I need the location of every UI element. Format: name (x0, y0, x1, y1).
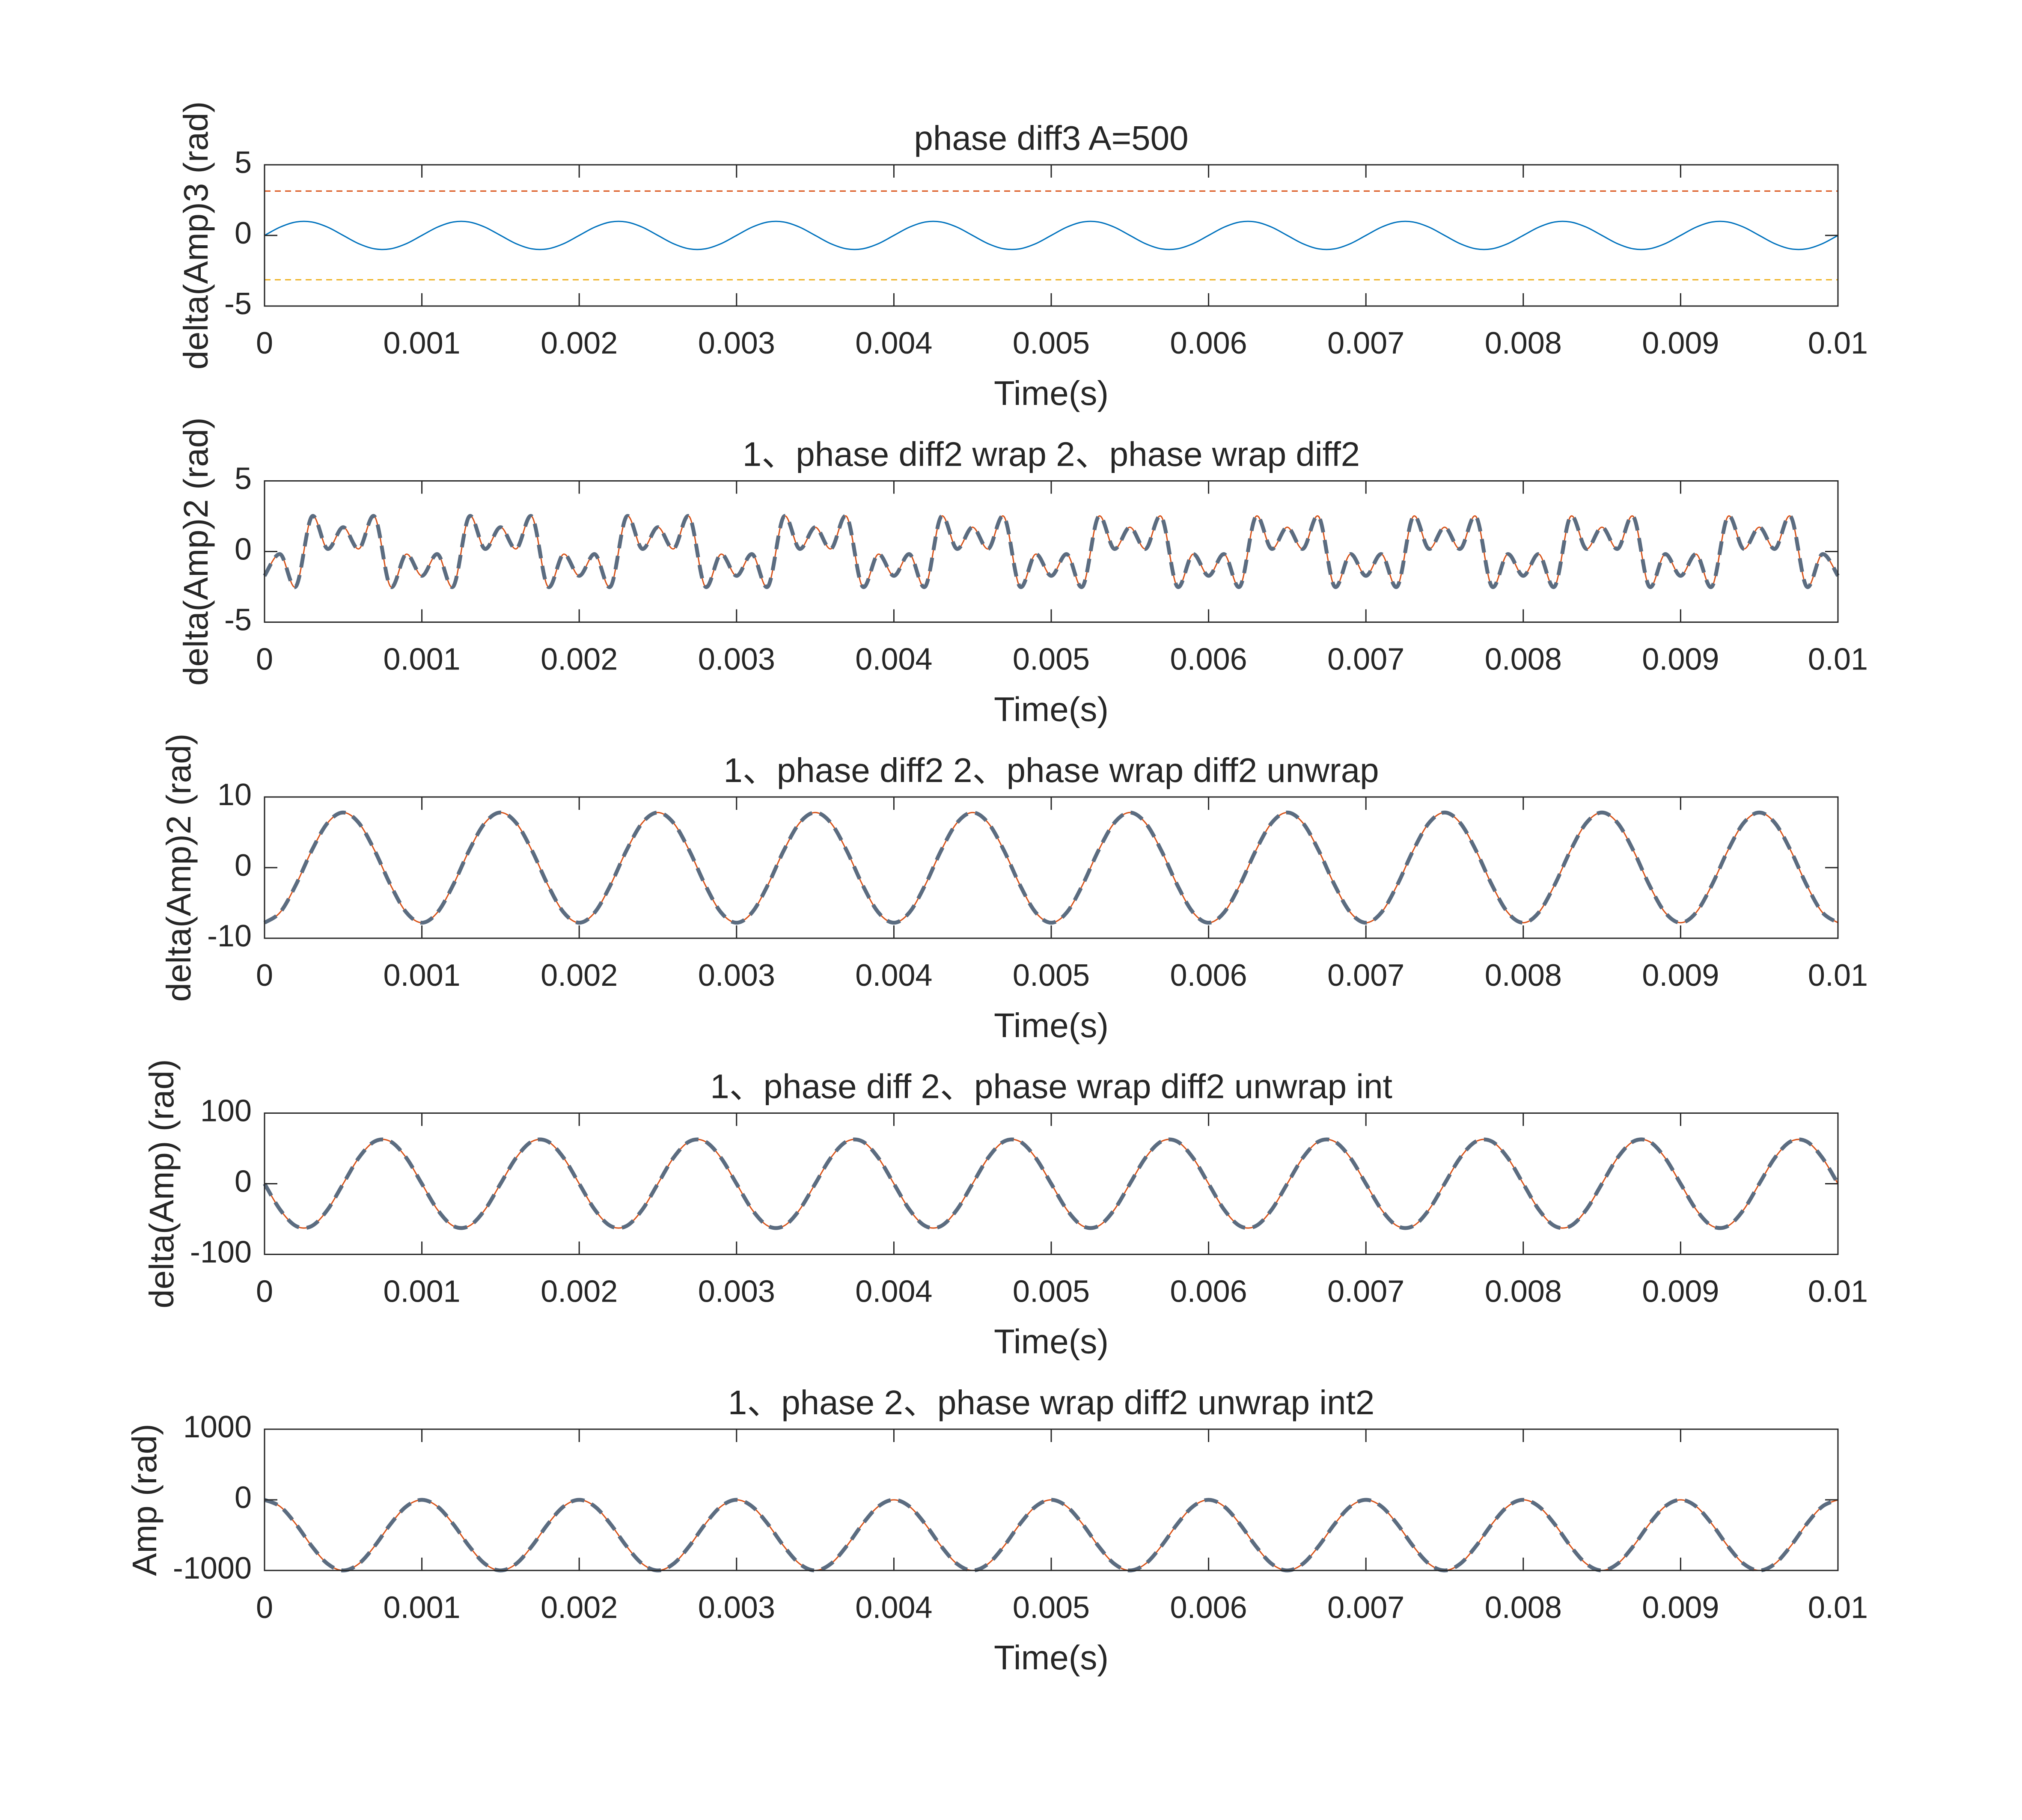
y-tick-label: -5 (224, 287, 252, 321)
x-tick-label: 0.001 (384, 326, 461, 360)
x-tick-label: 0.009 (1642, 326, 1719, 360)
y-tick-label: 100 (200, 1094, 252, 1128)
x-tick-label: 0.002 (541, 1275, 618, 1309)
y-axis-label: delta(Amp)2 (rad) (160, 734, 198, 1002)
x-tick-label: 0 (256, 326, 273, 360)
x-tick-label: 0.004 (855, 326, 932, 360)
x-tick-label: 0.002 (541, 326, 618, 360)
y-tick-label: 0 (235, 216, 252, 250)
x-tick-label: 0.008 (1485, 1275, 1562, 1309)
x-tick-label: 0.002 (541, 642, 618, 677)
x-tick-label: 0.001 (384, 642, 461, 677)
y-axis-label: Amp (rad) (125, 1424, 164, 1576)
y-tick-label: 0 (235, 532, 252, 567)
x-tick-label: 0.003 (698, 642, 775, 677)
y-axis-label: delta(Amp)3 (rad) (177, 101, 215, 370)
x-tick-label: 0.008 (1485, 958, 1562, 993)
y-tick-label: 5 (235, 146, 252, 180)
chart-title: phase diff3 A=500 (914, 119, 1188, 157)
x-tick-label: 0.009 (1642, 1591, 1719, 1625)
x-tick-label: 0.003 (698, 1591, 775, 1625)
y-tick-label: -100 (190, 1235, 252, 1270)
x-tick-label: 0.002 (541, 1591, 618, 1625)
x-tick-label: 0.006 (1170, 958, 1247, 993)
x-tick-label: 0.006 (1170, 642, 1247, 677)
x-tick-label: 0.006 (1170, 1591, 1247, 1625)
x-tick-label: 0.005 (1013, 326, 1090, 360)
x-tick-label: 0.009 (1642, 958, 1719, 993)
x-tick-label: 0.001 (384, 958, 461, 993)
x-tick-label: 0.004 (855, 1591, 932, 1625)
x-tick-label: 0.01 (1808, 1275, 1868, 1309)
chart-title: 1、phase diff2 wrap 2、phase wrap diff2 (743, 435, 1360, 473)
x-tick-label: 0 (256, 642, 273, 677)
y-tick-label: -5 (224, 603, 252, 637)
x-tick-label: 0.003 (698, 958, 775, 993)
data-line (264, 220, 1838, 250)
x-tick-label: 0.001 (384, 1591, 461, 1625)
x-tick-label: 0.001 (384, 1275, 461, 1309)
x-axis-label: Time(s) (994, 1006, 1109, 1044)
data-line (263, 514, 1840, 589)
data-line (263, 810, 1839, 925)
x-tick-label: 0.008 (1485, 1591, 1562, 1625)
y-tick-label: 10 (217, 778, 252, 812)
y-tick-label: -10 (207, 919, 252, 953)
plot-area (265, 481, 1838, 622)
chart-title: 1、phase diff 2、phase wrap diff2 unwrap i… (710, 1068, 1392, 1106)
x-tick-label: 0.008 (1485, 326, 1562, 360)
y-tick-label: 0 (235, 848, 252, 883)
x-tick-label: 0 (256, 958, 273, 993)
x-tick-label: 0.003 (698, 326, 775, 360)
x-axis-label: Time(s) (994, 690, 1109, 729)
data-line (264, 1498, 1839, 1573)
x-tick-label: 0 (256, 1275, 273, 1309)
x-tick-label: 0.007 (1327, 326, 1404, 360)
x-axis-label: Time(s) (994, 1323, 1109, 1361)
x-tick-label: 0.002 (541, 958, 618, 993)
data-line (263, 1137, 1840, 1230)
x-tick-label: 0.01 (1808, 642, 1868, 677)
x-tick-label: 0.005 (1013, 1591, 1090, 1625)
y-axis-label: delta(Amp) (rad) (143, 1059, 181, 1308)
x-tick-label: 0.004 (855, 1275, 932, 1309)
y-tick-label: -1000 (173, 1551, 252, 1585)
x-tick-label: 0.005 (1013, 1275, 1090, 1309)
chart-title: 1、phase 2、phase wrap diff2 unwrap int2 (728, 1383, 1375, 1422)
x-tick-label: 0.007 (1327, 958, 1404, 993)
x-tick-label: 0.01 (1808, 1591, 1868, 1625)
y-tick-label: 5 (235, 462, 252, 496)
x-tick-label: 0.01 (1808, 958, 1868, 993)
x-tick-label: 0 (256, 1591, 273, 1625)
x-tick-label: 0.006 (1170, 326, 1247, 360)
x-tick-label: 0.004 (855, 642, 932, 677)
x-tick-label: 0.009 (1642, 1275, 1719, 1309)
x-axis-label: Time(s) (994, 374, 1109, 412)
y-tick-label: 0 (235, 1165, 252, 1199)
x-tick-label: 0.007 (1327, 1275, 1404, 1309)
x-tick-label: 0.005 (1013, 958, 1090, 993)
x-tick-label: 0.005 (1013, 642, 1090, 677)
x-tick-label: 0.006 (1170, 1275, 1247, 1309)
y-axis-label: delta(Amp)2 (rad) (177, 417, 215, 686)
chart-title: 1、phase diff2 2、phase wrap diff2 unwrap (723, 751, 1379, 789)
x-tick-label: 0.008 (1485, 642, 1562, 677)
x-tick-label: 0.007 (1327, 642, 1404, 677)
plot-area (265, 797, 1838, 938)
x-tick-label: 0.009 (1642, 642, 1719, 677)
x-axis-label: Time(s) (994, 1639, 1109, 1677)
x-tick-label: 0.007 (1327, 1591, 1404, 1625)
x-tick-label: 0.003 (698, 1275, 775, 1309)
x-tick-label: 0.01 (1808, 326, 1868, 360)
y-tick-label: 0 (235, 1481, 252, 1515)
x-tick-label: 0.004 (855, 958, 932, 993)
y-tick-label: 1000 (183, 1410, 252, 1444)
